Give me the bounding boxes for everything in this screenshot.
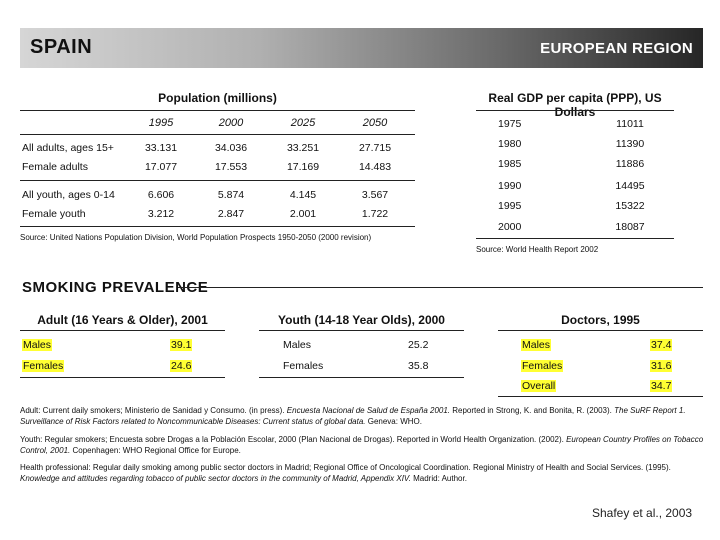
cell-value: 4.145 [289,189,317,201]
population-year-2050: 2050 [362,117,388,129]
gdp-value: 11390 [615,138,645,150]
doctors-males-value: 37.4 [650,339,673,351]
adult-table-title: Adult (16 Years & Older), 2001 [37,313,208,327]
gdp-value: 14495 [615,180,645,192]
gdp-year: 1995 [498,200,522,212]
gdp-table-title: Real GDP per capita (PPP), US Dollars [488,91,662,119]
adult-females-value: 24.6 [170,360,193,372]
youth-males-label: Males [283,339,312,351]
population-header-rule [20,134,415,135]
doctors-overall-label: Overall [521,380,557,392]
cell-value: 1.722 [361,208,389,220]
row-label: Female adults [22,161,88,173]
adult-females-label: Females [22,360,65,372]
population-year-2000: 2000 [218,117,244,129]
cell-value: 34.036 [214,142,248,154]
doctors-males-label: Males [521,339,552,351]
doctors-bottom-rule [498,396,703,397]
gdp-value: 15322 [615,200,645,212]
cell-value: 17.077 [144,161,178,173]
adult-males-value: 39.1 [170,339,193,351]
cell-value: 3.212 [147,208,175,220]
population-mid-rule [20,180,415,181]
gdp-source: Source: World Health Report 2002 [476,245,599,254]
smoking-prevalence-title: SMOKING PREVALENCE [22,279,209,296]
cell-value: 3.567 [361,189,389,201]
header-banner: SPAIN EUROPEAN REGION [20,28,703,68]
cell-value: 6.606 [147,189,175,201]
cell-value: 27.715 [358,142,392,154]
row-label: Female youth [22,208,86,220]
gdp-top-rule [476,110,674,111]
population-table-title: Population (millions) [158,91,277,105]
doctors-females-label: Females [521,360,564,372]
population-source: Source: United Nations Population Divisi… [20,233,372,242]
row-label: All youth, ages 0-14 [22,189,115,201]
cell-value: 5.874 [217,189,245,201]
youth-males-value: 25.2 [408,339,429,351]
gdp-year: 1990 [498,180,522,192]
cell-value: 2.001 [289,208,317,220]
gdp-year: 1985 [498,158,522,170]
doctors-females-value: 31.6 [650,360,673,372]
doctors-table-title: Doctors, 1995 [561,313,640,327]
note-youth: Youth: Regular smokers; Encuesta sobre D… [20,435,704,455]
youth-females-label: Females [283,360,324,372]
population-bottom-rule [20,226,415,227]
citation-credit: Shafey et al., 2003 [592,506,693,520]
cell-value: 33.131 [144,142,178,154]
gdp-bottom-rule [476,238,674,239]
smoking-title-rule [178,287,703,288]
country-title: SPAIN [30,36,93,58]
gdp-year: 1980 [498,138,522,150]
note-health-professional: Health professional: Regular daily smoki… [20,463,671,483]
cell-value: 2.847 [217,208,245,220]
youth-bottom-rule [259,377,464,378]
doctors-top-rule [498,330,703,331]
gdp-value: 11886 [615,158,645,170]
population-top-rule [20,110,415,111]
doctors-overall-value: 34.7 [650,380,673,392]
row-label: All adults, ages 15+ [22,142,114,154]
population-year-2025: 2025 [290,117,316,129]
note-adult: Adult: Current daily smokers; Ministerio… [20,406,686,426]
region-title: EUROPEAN REGION [540,40,693,57]
cell-value: 14.483 [358,161,392,173]
cell-value: 17.169 [286,161,320,173]
adult-males-label: Males [22,339,53,351]
gdp-year: 2000 [498,221,522,233]
adult-bottom-rule [20,377,225,378]
cell-value: 33.251 [286,142,320,154]
youth-top-rule [259,330,464,331]
adult-top-rule [20,330,225,331]
gdp-year: 1975 [498,118,522,130]
youth-females-value: 35.8 [408,360,429,372]
gdp-value: 11011 [616,118,644,130]
cell-value: 17.553 [214,161,248,173]
gdp-value: 18087 [615,221,645,233]
population-year-1995: 1995 [148,117,174,129]
youth-table-title: Youth (14-18 Year Olds), 2000 [278,313,445,327]
